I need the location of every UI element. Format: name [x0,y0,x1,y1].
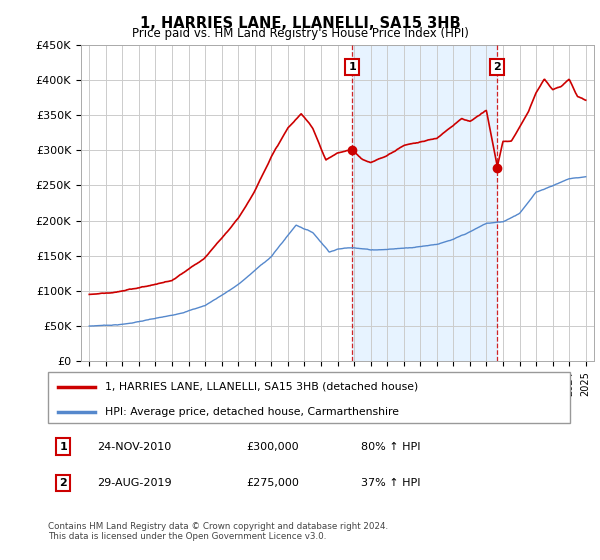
Text: 2: 2 [59,478,67,488]
Text: 1: 1 [349,62,356,72]
Text: Contains HM Land Registry data © Crown copyright and database right 2024.
This d: Contains HM Land Registry data © Crown c… [48,522,388,542]
Text: £300,000: £300,000 [247,442,299,451]
Text: 29-AUG-2019: 29-AUG-2019 [98,478,172,488]
FancyBboxPatch shape [48,372,570,423]
Text: 24-NOV-2010: 24-NOV-2010 [98,442,172,451]
Text: £275,000: £275,000 [247,478,299,488]
Bar [352,45,497,361]
Text: HPI: Average price, detached house, Carmarthenshire: HPI: Average price, detached house, Carm… [106,407,400,417]
Text: 80% ↑ HPI: 80% ↑ HPI [361,442,421,451]
Text: 1, HARRIES LANE, LLANELLI, SA15 3HB: 1, HARRIES LANE, LLANELLI, SA15 3HB [140,16,460,31]
Text: Price paid vs. HM Land Registry's House Price Index (HPI): Price paid vs. HM Land Registry's House … [131,27,469,40]
Text: 1: 1 [59,442,67,451]
Text: 1, HARRIES LANE, LLANELLI, SA15 3HB (detached house): 1, HARRIES LANE, LLANELLI, SA15 3HB (det… [106,381,419,391]
Text: 37% ↑ HPI: 37% ↑ HPI [361,478,421,488]
Text: 2: 2 [493,62,501,72]
